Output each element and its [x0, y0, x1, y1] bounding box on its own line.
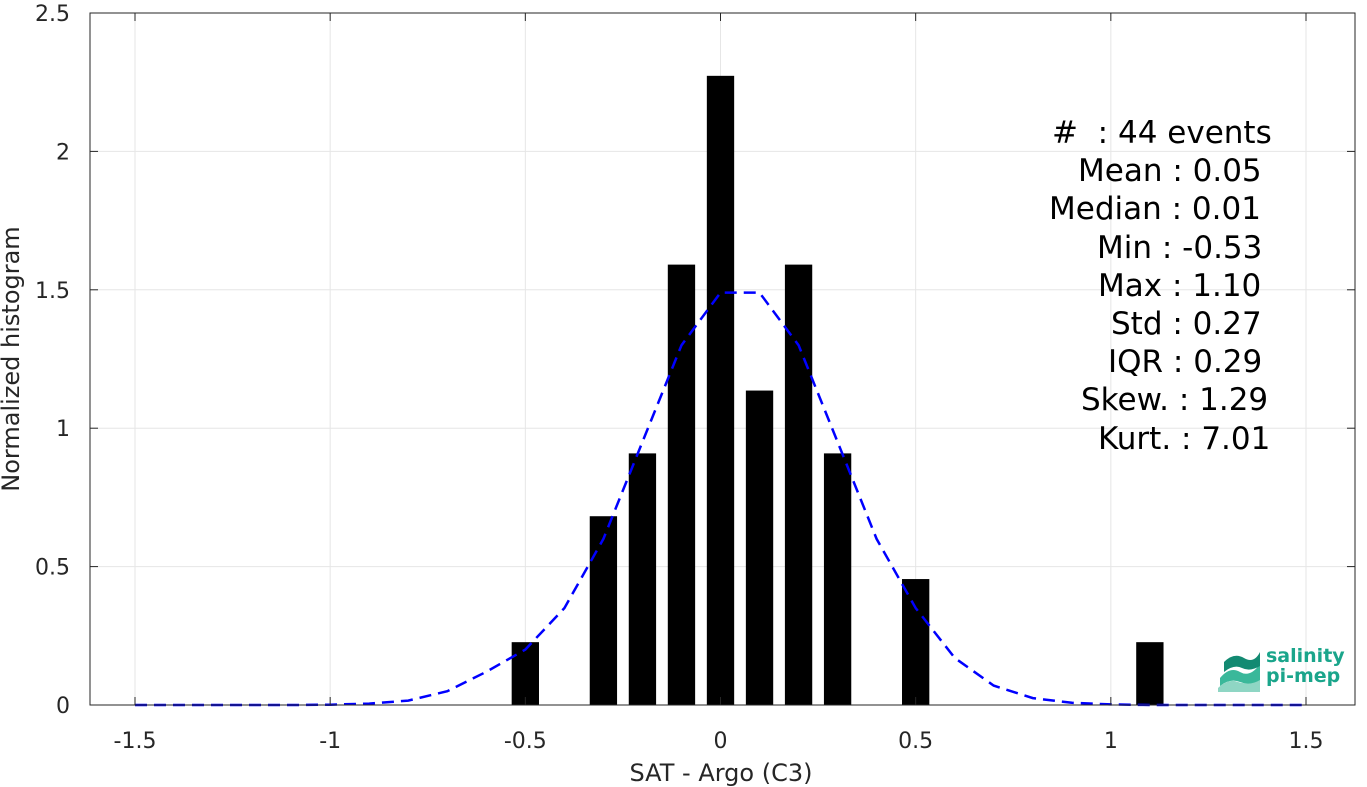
histogram-bar — [1136, 642, 1164, 705]
stat-kurt: Kurt. : 7.01 — [1098, 420, 1271, 457]
histogram-bar — [706, 75, 735, 705]
x-axis-label: SAT - Argo (C3) — [630, 759, 813, 787]
stat-min: Min : -0.53 — [1097, 229, 1263, 266]
stat-events: # : 44 events — [1052, 115, 1272, 151]
y-tick-label: 0.5 — [35, 556, 70, 581]
y-tick-label: 2.5 — [35, 2, 70, 27]
x-tick-label: 0 — [714, 729, 728, 754]
wave-logo-icon — [1218, 652, 1260, 692]
histogram-bar — [667, 264, 696, 705]
y-tick-label: 1 — [56, 417, 70, 442]
y-tick-label: 2 — [56, 140, 70, 165]
x-tick-label: -0.5 — [504, 729, 547, 754]
histogram-bar — [511, 642, 539, 705]
y-tick-label: 1.5 — [35, 279, 70, 304]
stat-max: Max : 1.10 — [1098, 267, 1262, 304]
x-tick-label: 1.5 — [1289, 729, 1324, 754]
stat-iqr: IQR : 0.29 — [1108, 344, 1263, 381]
y-axis-label: Normalized histogram — [0, 226, 25, 491]
x-tick-label: 1 — [1104, 729, 1118, 754]
salinity-pimep-logo: salinity pi-mep — [1216, 646, 1346, 696]
histogram-bar — [589, 516, 618, 705]
logo-text: salinity pi-mep — [1266, 646, 1345, 686]
logo-line-2: pi-mep — [1266, 665, 1341, 687]
histogram-bar — [745, 390, 774, 705]
stats-box: # : 44 events Mean : 0.05 Median : 0.01 … — [1000, 114, 1300, 458]
x-tick-label: -1 — [319, 729, 341, 754]
histogram-bars — [511, 75, 1164, 705]
y-tick-label: 0 — [56, 694, 70, 719]
x-tick-label: 0.5 — [898, 729, 933, 754]
logo-line-1: salinity — [1266, 645, 1345, 667]
histogram-bar — [823, 453, 852, 705]
x-tick-label: -1.5 — [114, 729, 157, 754]
histogram-bar — [784, 264, 813, 705]
stat-std: Std : 0.27 — [1111, 306, 1262, 343]
stat-mean: Mean : 0.05 — [1078, 153, 1262, 190]
stat-median: Median : 0.01 — [1049, 191, 1261, 228]
plot-frame — [89, 12, 1356, 706]
axis-ticks: -1.5 -1 -0.5 0 0.5 1 1.5 0 0.5 1 1.5 2 2.5 — [35, 2, 1355, 754]
stat-skew: Skew. : 1.29 — [1081, 382, 1269, 419]
histogram-bar — [902, 579, 930, 705]
histogram-bar — [628, 453, 657, 705]
